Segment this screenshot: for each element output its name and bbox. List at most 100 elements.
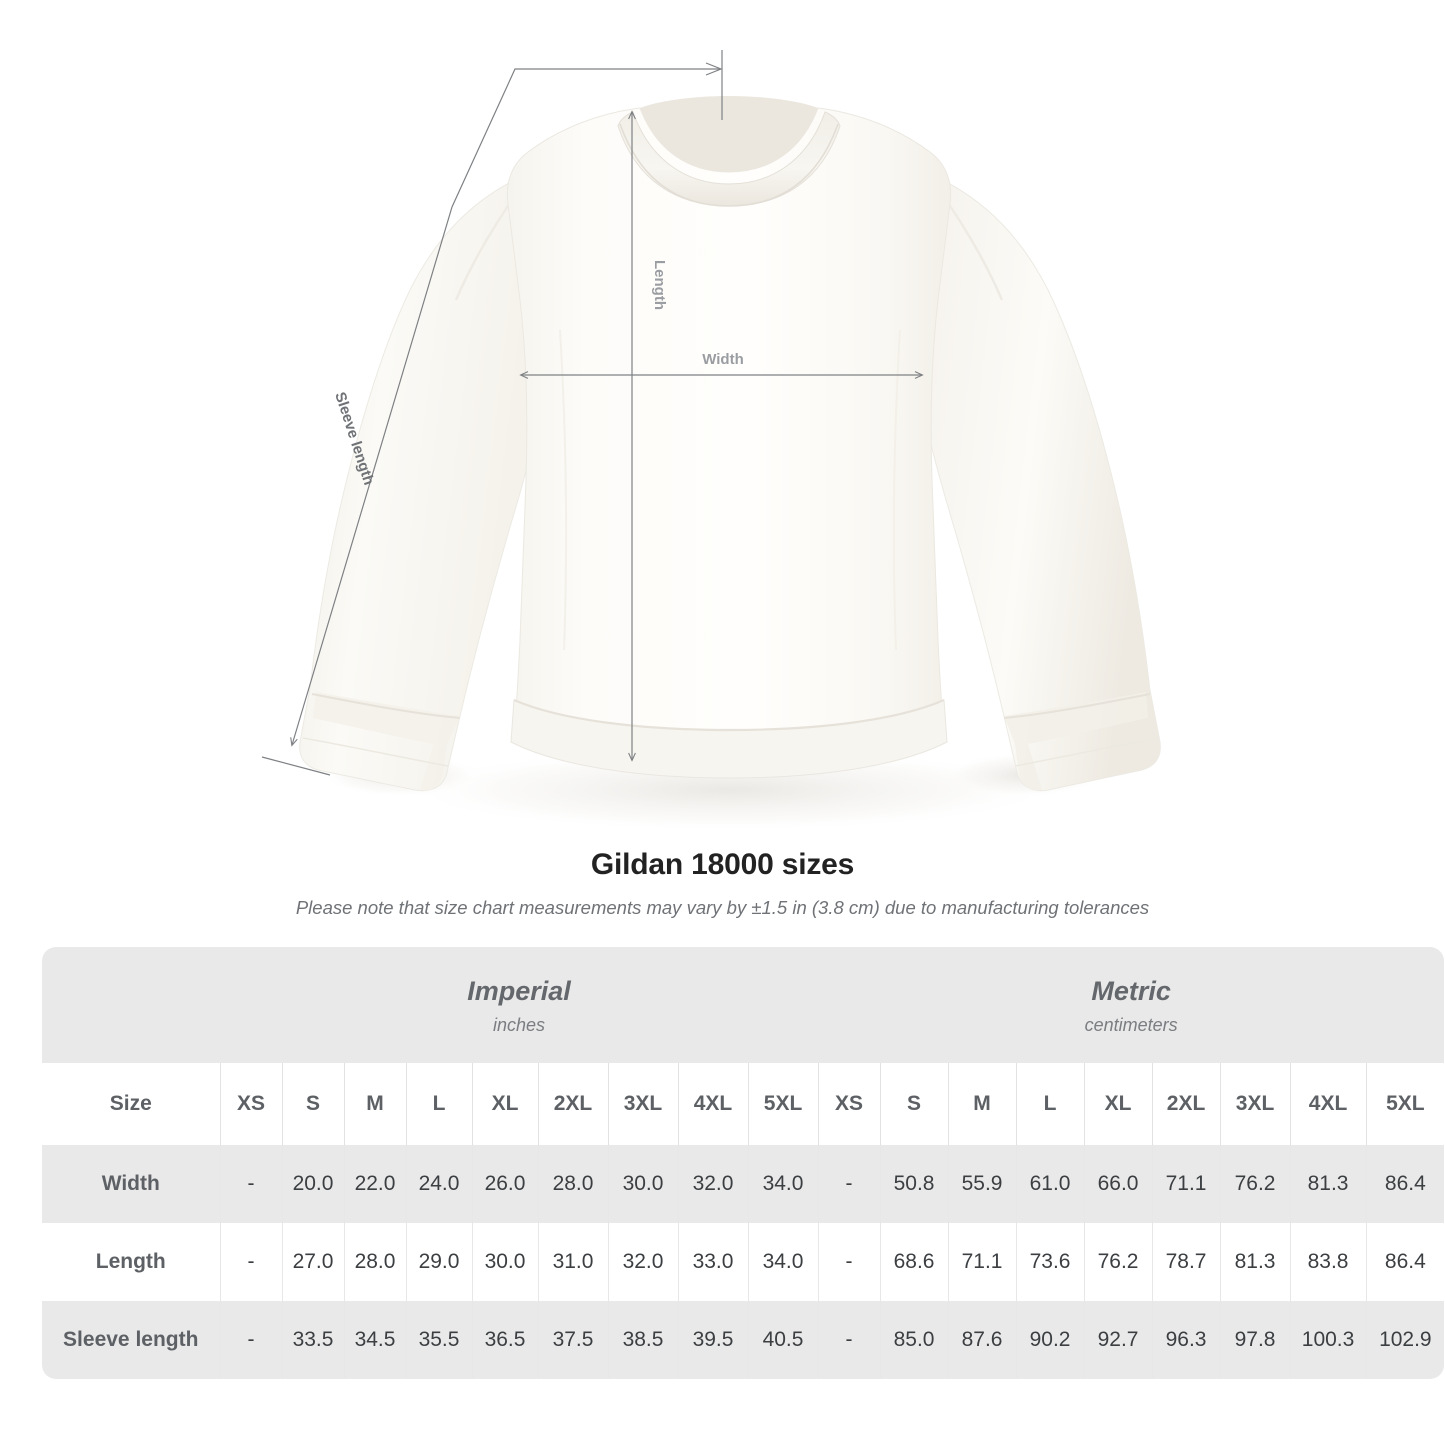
cell-imperial: 33.5 [281, 1301, 344, 1379]
cell-imperial: 29.0 [405, 1223, 472, 1301]
collar-ribbing [617, 111, 841, 207]
garment-illustration: Sleeve length Length Width [261, 50, 1161, 832]
neck-opening [640, 96, 818, 172]
size-header-imperial-4xl: 4XL [677, 1063, 748, 1145]
cell-imperial: 35.5 [405, 1301, 472, 1379]
cell-imperial: 22.0 [343, 1145, 406, 1223]
size-label-row: Size XS S M L XL 2XL 3XL 4XL 5XL XS S M L XL 2XL 3XL 4XL 5… [42, 1063, 1445, 1145]
cell-imperial: 31.0 [537, 1223, 608, 1301]
size-header-imperial-5xl: 5XL [747, 1063, 819, 1145]
sleeve-top-arrowhead [705, 62, 723, 76]
left-cuff [313, 692, 460, 791]
cell-imperial: 30.0 [607, 1145, 678, 1223]
cell-imperial: 40.5 [747, 1301, 819, 1379]
cell-metric: 78.7 [1151, 1223, 1221, 1301]
hem-seam [513, 698, 945, 732]
size-header-imperial-xs: XS [219, 1063, 282, 1145]
cell-metric: 81.3 [1289, 1145, 1367, 1223]
cell-metric: 85.0 [879, 1301, 949, 1379]
right-sleeve [918, 174, 1161, 792]
cell-metric: 68.6 [879, 1223, 949, 1301]
unit-header-row: Imperial inches Metric centimeters [42, 947, 1445, 1063]
cell-metric: 81.3 [1219, 1223, 1291, 1301]
cell-metric: 73.6 [1015, 1223, 1085, 1301]
size-header-imperial-3xl: 3XL [607, 1063, 678, 1145]
cell-imperial: 32.0 [607, 1223, 678, 1301]
left-sleeve [299, 174, 546, 792]
collar-inner-seam [619, 123, 839, 207]
cell-imperial: 34.0 [747, 1145, 819, 1223]
width-label: Width [702, 351, 744, 368]
table-row: Width -20.0 22.0 24.0 26.0 28.0 30.0 32.0 34.0-5… [42, 1145, 1445, 1223]
cell-metric: 71.1 [947, 1223, 1017, 1301]
cell-imperial: 20.0 [281, 1145, 344, 1223]
sleeve-end-tick [261, 756, 331, 776]
cell-metric: 92.7 [1083, 1301, 1153, 1379]
cell-metric: 87.6 [947, 1301, 1017, 1379]
size-column-header: Size [42, 1063, 220, 1145]
cell-imperial: 33.0 [677, 1223, 748, 1301]
cell-metric: 86.4 [1365, 1223, 1445, 1301]
metric-unit-name: Metric [1091, 976, 1171, 1006]
table-row: Sleeve length -33.5 34.5 35.5 36.5 37.5 38.5 39… [42, 1301, 1445, 1379]
cell-metric: 50.8 [879, 1145, 949, 1223]
size-header-imperial-l: L [405, 1063, 472, 1145]
row-label-sleeve-length: Sleeve length [42, 1301, 220, 1379]
unit-header-corner [42, 947, 220, 1063]
cell-metric: 71.1 [1151, 1145, 1221, 1223]
cell-imperial: 26.0 [471, 1145, 538, 1223]
cell-imperial: 24.0 [405, 1145, 472, 1223]
cell-imperial: 38.5 [607, 1301, 678, 1379]
metric-unit-header: Metric centimeters [818, 947, 1445, 1063]
cell-imperial: 37.5 [537, 1301, 608, 1379]
cell-metric: 97.8 [1219, 1301, 1291, 1379]
size-header-metric-s: S [879, 1063, 949, 1145]
cell-metric: 61.0 [1015, 1145, 1085, 1223]
table-row: Length -27.0 28.0 29.0 30.0 31.0 32.0 33.0 34.0-… [42, 1223, 1445, 1301]
tolerance-note: Please note that size chart measurements… [295, 897, 1150, 918]
cell-metric: - [817, 1145, 881, 1223]
cell-imperial: 32.0 [677, 1145, 748, 1223]
size-header-metric-xl: XL [1083, 1063, 1153, 1145]
left-cuff-seam-2 [302, 737, 449, 767]
size-header-metric-3xl: 3XL [1219, 1063, 1291, 1145]
cell-metric: 66.0 [1083, 1145, 1153, 1223]
size-header-metric-m: M [947, 1063, 1017, 1145]
fold-line-left [559, 329, 568, 651]
left-cuff-seam [311, 693, 461, 719]
size-header-imperial-s: S [281, 1063, 344, 1145]
garment-shadow [400, 748, 1060, 832]
cell-imperial: 39.5 [677, 1301, 748, 1379]
cell-imperial: 27.0 [281, 1223, 344, 1301]
row-label-width: Width [42, 1145, 220, 1223]
right-cuff [1004, 692, 1148, 791]
cell-imperial: 28.0 [537, 1145, 608, 1223]
title-block: Gildan 18000 sizes Please note that size… [0, 846, 1445, 920]
sleeve-length-dimension-line [292, 68, 720, 745]
metric-unit-sub: centimeters [1084, 1015, 1178, 1035]
row-label-length: Length [42, 1223, 220, 1301]
imperial-unit-name: Imperial [467, 976, 571, 1006]
sweatshirt-diagram: Sleeve length Length Width [261, 50, 1161, 832]
cell-imperial: 36.5 [471, 1301, 538, 1379]
cell-metric: 102.9 [1365, 1301, 1445, 1379]
cell-imperial: - [219, 1145, 282, 1223]
cell-metric: 96.3 [1151, 1301, 1221, 1379]
size-header-imperial-m: M [343, 1063, 406, 1145]
size-header-metric-xs: XS [817, 1063, 881, 1145]
right-cuff-seam [1003, 693, 1151, 719]
imperial-unit-sub: inches [493, 1015, 546, 1035]
length-label: Length [651, 260, 668, 310]
cell-metric: 90.2 [1015, 1301, 1085, 1379]
size-header-metric-5xl: 5XL [1365, 1063, 1445, 1145]
cell-imperial: - [219, 1223, 282, 1301]
cell-imperial: - [219, 1301, 282, 1379]
cell-metric: 55.9 [947, 1145, 1017, 1223]
cell-imperial: 34.0 [747, 1223, 819, 1301]
size-header-metric-l: L [1015, 1063, 1085, 1145]
cell-metric: 86.4 [1365, 1145, 1445, 1223]
cell-imperial: 30.0 [471, 1223, 538, 1301]
cell-imperial: 28.0 [343, 1223, 406, 1301]
cell-metric: 100.3 [1289, 1301, 1367, 1379]
